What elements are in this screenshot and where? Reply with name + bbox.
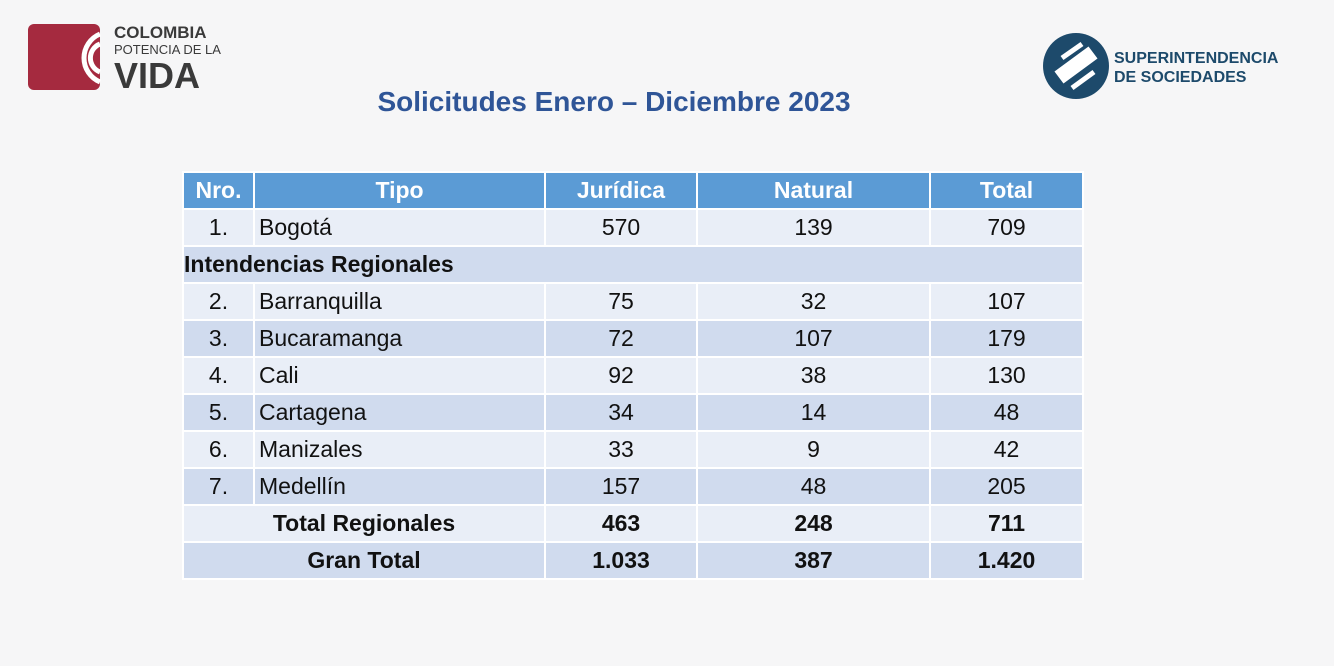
table-row: 7. Medellín 157 48 205 (182, 467, 1084, 506)
cell: Cali (253, 356, 546, 395)
logo-right: SUPERINTENDENCIA DE SOCIEDADES (1043, 33, 1279, 99)
cell: 157 (544, 467, 698, 506)
cell: Medellín (253, 467, 546, 506)
logo-text: SUPERINTENDENCIA (1114, 50, 1279, 67)
header-cell: Tipo (253, 171, 546, 210)
logo-text: VIDA (114, 55, 200, 96)
cell: 42 (929, 430, 1084, 469)
cell: Bogotá (253, 208, 546, 247)
cell: 4. (182, 356, 255, 395)
cell: 34 (544, 393, 698, 432)
cell: 75 (544, 282, 698, 321)
logo-text: COLOMBIA (114, 23, 207, 42)
data-table: Nro. Tipo Jurídica Natural Total 1. Bogotá 570… (182, 171, 1084, 580)
table-row: Gran Total 1.033 387 1.420 (182, 541, 1084, 580)
cell: 38 (696, 356, 931, 395)
total-cell: 248 (696, 504, 931, 543)
cell: 72 (544, 319, 698, 358)
logo-text: DE SOCIEDADES (1114, 69, 1247, 86)
total-cell: 711 (929, 504, 1084, 543)
cell: 709 (929, 208, 1084, 247)
cell: 5. (182, 393, 255, 432)
cell: 205 (929, 467, 1084, 506)
cell: Bucaramanga (253, 319, 546, 358)
cell: 48 (696, 467, 931, 506)
cell: 92 (544, 356, 698, 395)
header-cell: Natural (696, 171, 931, 210)
cell: 139 (696, 208, 931, 247)
header-cell: Jurídica (544, 171, 698, 210)
total-cell: Gran Total (182, 541, 546, 580)
cell: 107 (929, 282, 1084, 321)
cell: 7. (182, 467, 255, 506)
cell: 6. (182, 430, 255, 469)
table-row: 6. Manizales 33 9 42 (182, 430, 1084, 469)
cell: Cartagena (253, 393, 546, 432)
logo-left: COLOMBIA POTENCIA DE LA VIDA (28, 23, 221, 96)
table-row: Total Regionales 463 248 711 (182, 504, 1084, 543)
header-cell: Nro. (182, 171, 255, 210)
cell: 14 (696, 393, 931, 432)
total-cell: 463 (544, 504, 698, 543)
table-row: 4. Cali 92 38 130 (182, 356, 1084, 395)
table-row: Intendencias Regionales (182, 245, 1084, 284)
logo-text: POTENCIA DE LA (114, 42, 221, 57)
cell: 9 (696, 430, 931, 469)
title: Solicitudes Enero – Diciembre 2023 (377, 86, 851, 117)
cell: 130 (929, 356, 1084, 395)
cell: Manizales (253, 430, 546, 469)
cell: 3. (182, 319, 255, 358)
cell: Barranquilla (253, 282, 546, 321)
table-row: 1. Bogotá 570 139 709 (182, 208, 1084, 247)
cell: 2. (182, 282, 255, 321)
logo-symbol (1054, 41, 1098, 91)
table-row: 5. Cartagena 34 14 48 (182, 393, 1084, 432)
logo-arc (87, 41, 102, 75)
logo-mark (28, 24, 100, 90)
cell: 1. (182, 208, 255, 247)
total-cell: 1.033 (544, 541, 698, 580)
total-cell: Total Regionales (182, 504, 546, 543)
logo-arc (81, 31, 102, 85)
cell: 107 (696, 319, 931, 358)
cell: 179 (929, 319, 1084, 358)
section-cell: Intendencias Regionales (182, 245, 1084, 284)
header-cell: Total (929, 171, 1084, 210)
cell: 570 (544, 208, 698, 247)
cell: 33 (544, 430, 698, 469)
header-row: Nro. Tipo Jurídica Natural Total (182, 171, 1084, 210)
total-cell: 1.420 (929, 541, 1084, 580)
cell: 48 (929, 393, 1084, 432)
cell: 32 (696, 282, 931, 321)
table-row: 3. Bucaramanga 72 107 179 (182, 319, 1084, 358)
table-row: 2. Barranquilla 75 32 107 (182, 282, 1084, 321)
total-cell: 387 (696, 541, 931, 580)
